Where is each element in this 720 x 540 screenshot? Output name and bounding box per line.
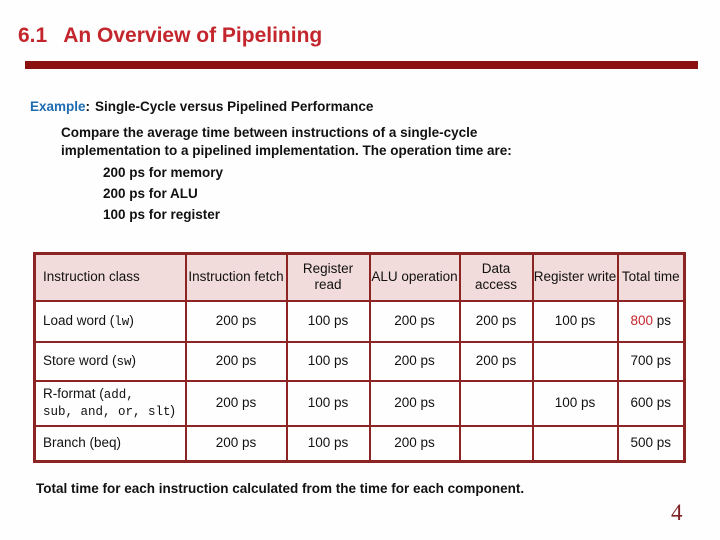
fetch-time-cell: 200 ps: [184, 424, 288, 463]
write-time-cell: 100 ps: [531, 299, 619, 343]
list-item: 200 ps for memory: [103, 165, 224, 180]
page-title: 6.1 An Overview of Pipelining: [18, 24, 322, 48]
read-time-cell: 100 ps: [285, 340, 371, 382]
table-row-load-word: Load word (lw) 200 ps 100 ps 200 ps 200 …: [33, 299, 686, 343]
example-label: Example: [30, 99, 86, 114]
total-time-cell: 800 ps: [616, 299, 686, 343]
data-time-cell: 200 ps: [458, 299, 534, 343]
list-item: 200 ps for ALU: [103, 186, 198, 201]
list-item: 100 ps for register: [103, 207, 221, 222]
fetch-time-cell: 200 ps: [184, 379, 288, 427]
mnemonic: lw: [114, 314, 130, 329]
total-value: 700: [630, 353, 653, 368]
total-value: 600: [630, 395, 653, 410]
write-time-cell: [531, 424, 619, 463]
instruction-class-cell: R-format (add, sub, and, or, slt): [33, 379, 187, 427]
data-time-cell: [458, 379, 534, 427]
table-row-r-format: R-format (add, sub, and, or, slt) 200 ps…: [33, 379, 686, 427]
alu-time-cell: 200 ps: [368, 340, 461, 382]
section-title-text: An Overview of Pipelining: [63, 24, 323, 47]
read-time-cell: 100 ps: [285, 424, 371, 463]
instruction-class-cell: Branch (beq): [33, 424, 187, 463]
alu-time-cell: 200 ps: [368, 379, 461, 427]
example-colon: :: [85, 99, 91, 114]
table-row-branch: Branch (beq) 200 ps 100 ps 200 ps 500 ps: [33, 424, 686, 463]
alu-time-cell: 200 ps: [368, 299, 461, 343]
column-header-register-write: Register write: [531, 252, 619, 302]
write-time-cell: 100 ps: [531, 379, 619, 427]
fetch-time-cell: 200 ps: [184, 340, 288, 382]
column-header-register-read: Register read: [285, 252, 371, 302]
total-value: 800: [630, 313, 653, 328]
write-time-cell: [531, 340, 619, 382]
column-header-instruction-fetch: Instruction fetch: [184, 252, 288, 302]
total-time-cell: 700 ps: [616, 340, 686, 382]
read-time-cell: 100 ps: [285, 299, 371, 343]
instruction-timing-table: Instruction class Instruction fetch Regi…: [33, 252, 686, 463]
example-heading: Example: Single-Cycle versus Pipelined Pe…: [30, 99, 373, 114]
column-header-data-access: Data access: [458, 252, 534, 302]
read-time-cell: 100 ps: [285, 379, 371, 427]
instruction-class-cell: Store word (sw): [33, 340, 187, 382]
footer-note: Total time for each instruction calculat…: [36, 481, 525, 496]
section-number: 6.1: [18, 24, 48, 47]
operation-times-list: 200 ps for memory 200 ps for ALU 100 ps …: [103, 162, 223, 225]
data-time-cell: 200 ps: [458, 340, 534, 382]
table-header-row: Instruction class Instruction fetch Regi…: [33, 252, 686, 302]
alu-time-cell: 200 ps: [368, 424, 461, 463]
column-header-alu-operation: ALU operation: [368, 252, 461, 302]
title-divider-bar: [25, 61, 698, 69]
page-number: 4: [671, 500, 683, 525]
fetch-time-cell: 200 ps: [184, 299, 288, 343]
instruction-class-cell: Load word (lw): [33, 299, 187, 343]
table-row-store-word: Store word (sw) 200 ps 100 ps 200 ps 200…: [33, 340, 686, 382]
column-header-total-time: Total time: [616, 252, 686, 302]
mnemonic: sw: [116, 354, 132, 369]
example-text: Single-Cycle versus Pipelined Performanc…: [95, 99, 374, 114]
problem-statement: Compare the average time between instruc…: [61, 125, 512, 158]
total-time-cell: 600 ps: [616, 379, 686, 427]
column-header-instruction-class: Instruction class: [33, 252, 187, 302]
total-time-cell: 500 ps: [616, 424, 686, 463]
data-time-cell: [458, 424, 534, 463]
mnemonic: add, sub, and, or, slt: [43, 388, 171, 419]
total-value: 500: [630, 435, 653, 451]
